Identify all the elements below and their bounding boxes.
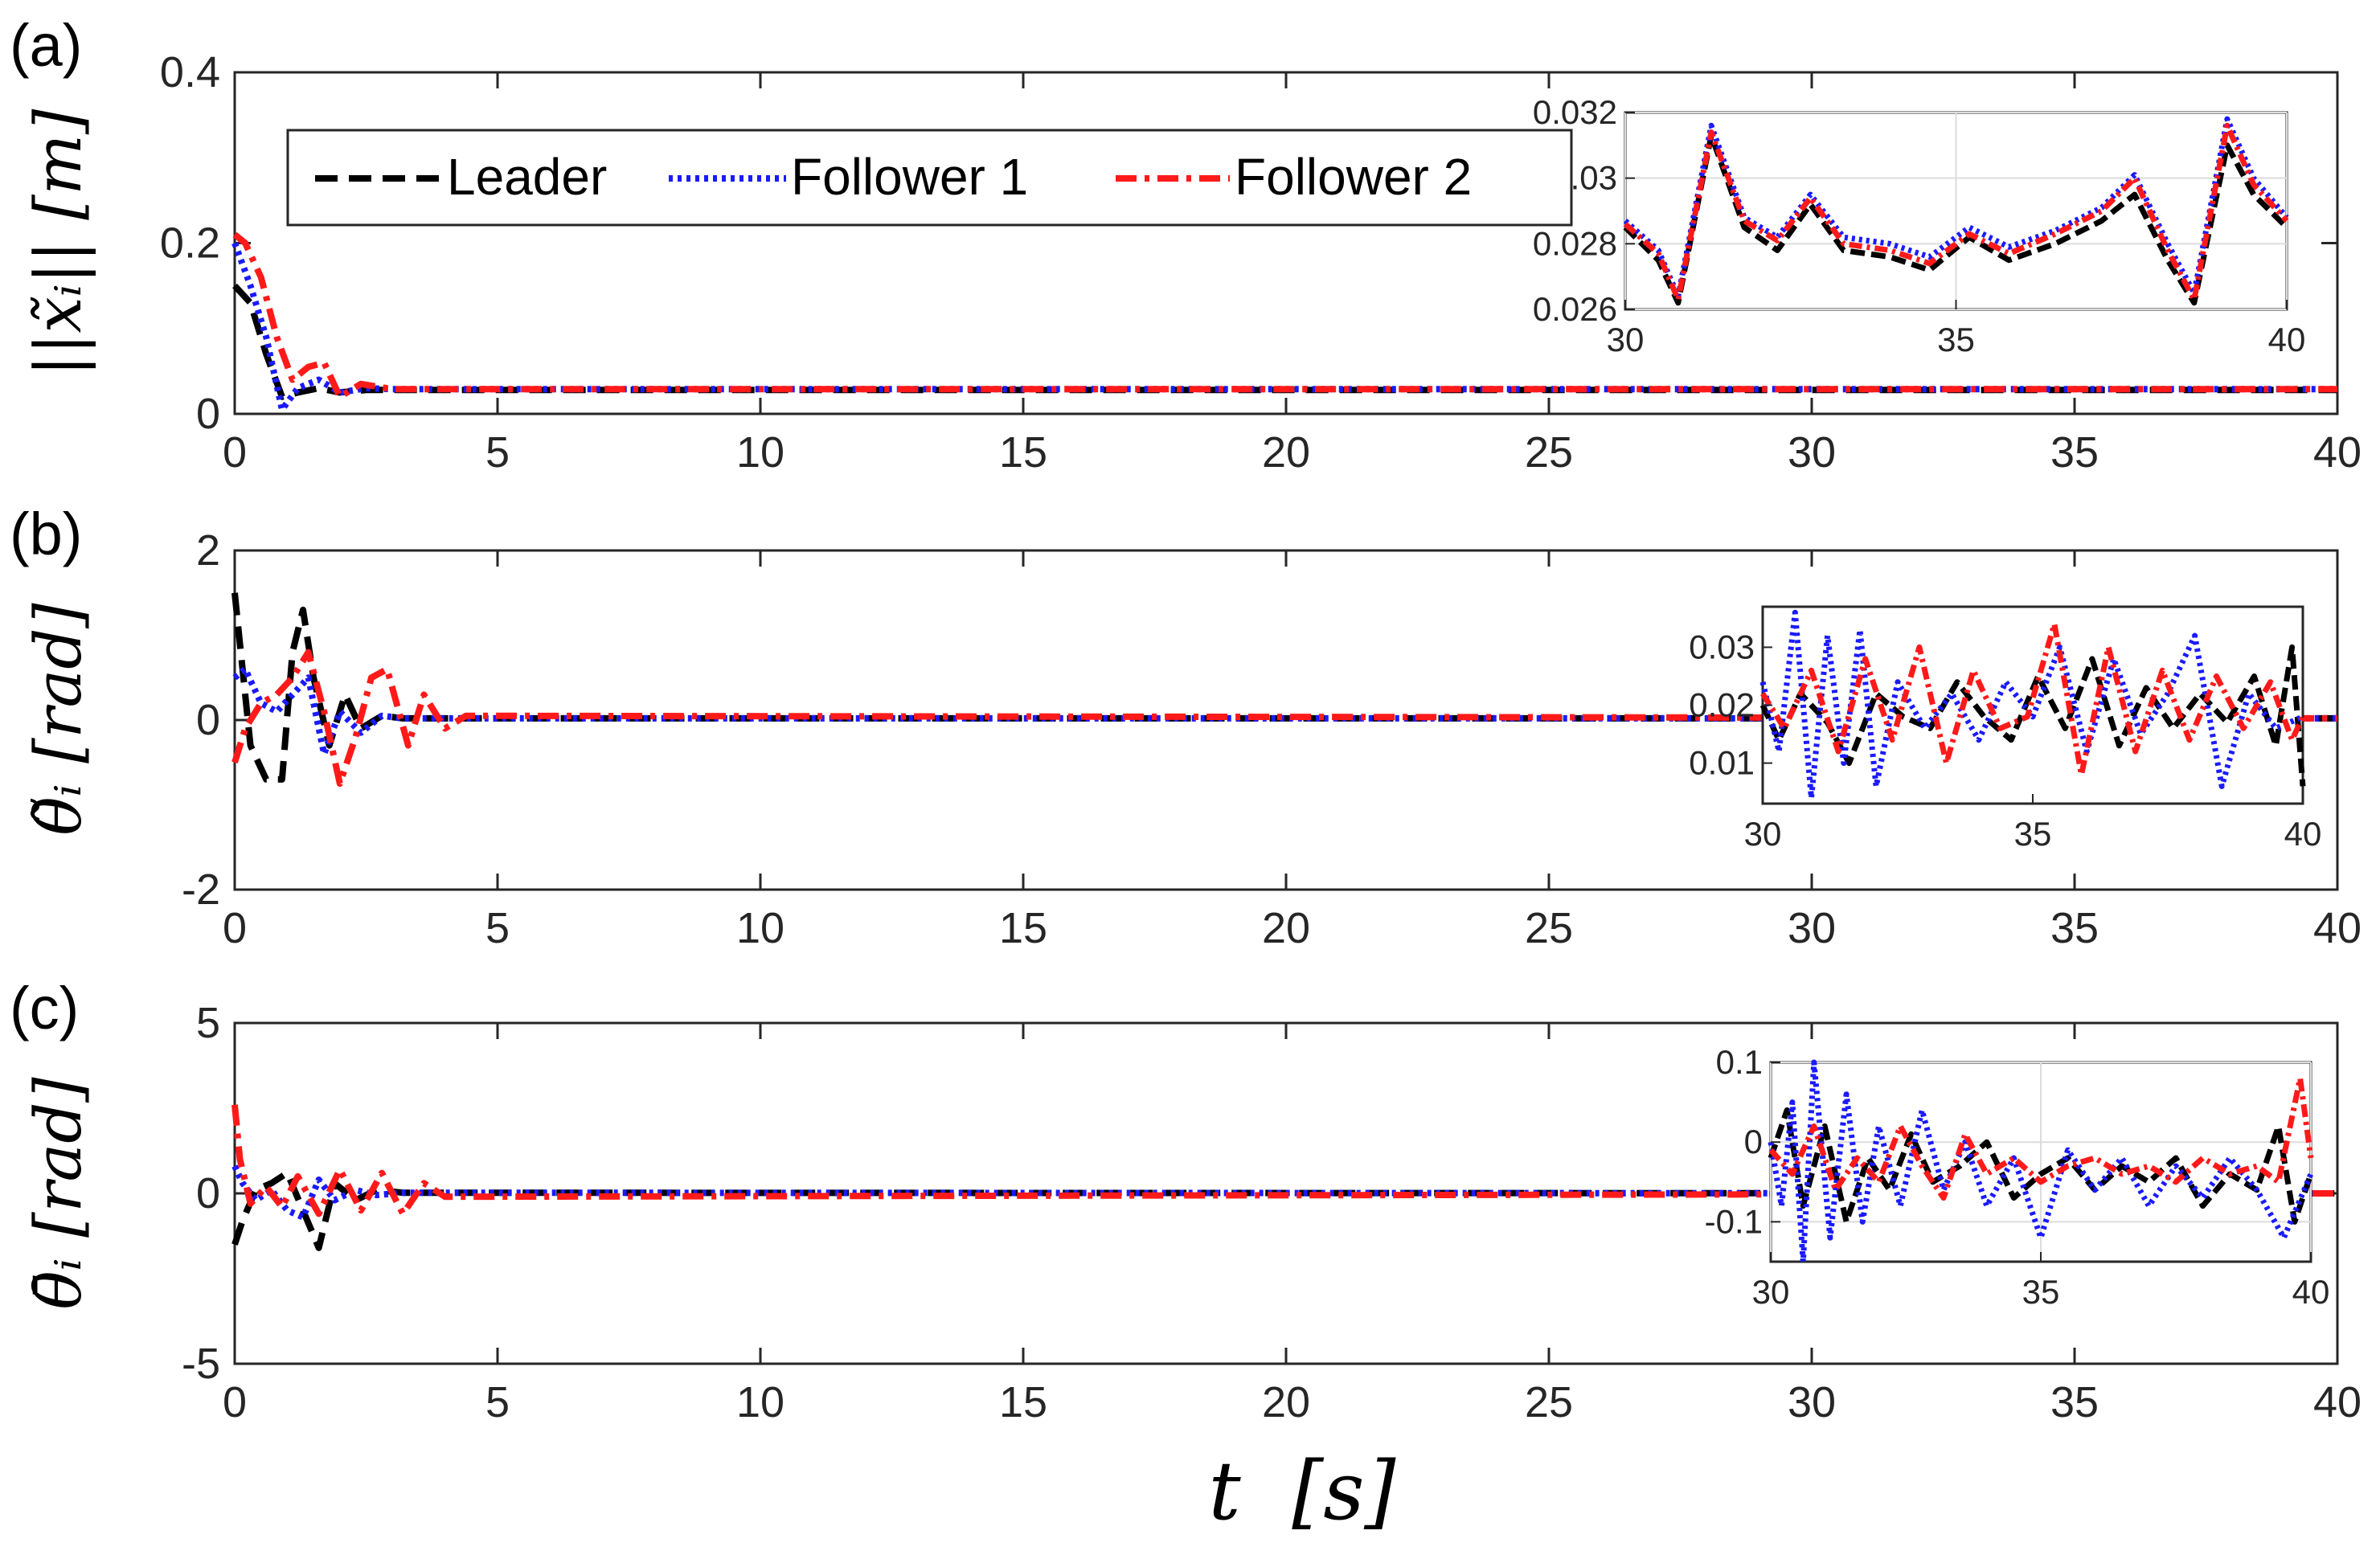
x-tick-label: 10 [736, 428, 784, 477]
x-tick-label: 25 [1525, 1378, 1573, 1426]
x-tick-label: 30 [1788, 904, 1836, 952]
inset-x-tick-label: 30 [1744, 815, 1782, 853]
series-line-follower2 [231, 1104, 2338, 1217]
inset-y-tick-label: 0.02 [1689, 686, 1755, 724]
inset-x-tick-label: 35 [2014, 815, 2052, 853]
x-tick-label: 10 [736, 1378, 784, 1426]
series-line-leader [231, 1169, 2338, 1251]
series-line-follower1 [232, 665, 2337, 758]
panel-label: (b) [10, 501, 82, 567]
series-line-follower2 [232, 231, 2337, 400]
x-tick-label: 5 [485, 904, 510, 952]
inset-chart: 30 35 40 0.01 0.02 0.03 [1689, 605, 2322, 853]
y-tick-label: 0.4 [160, 48, 220, 96]
inset-series-line-leader [1768, 1107, 2314, 1225]
x-tick-label: 10 [736, 904, 784, 952]
x-tick-label: 20 [1262, 1378, 1310, 1426]
x-tick-label: 0 [223, 428, 247, 477]
panel-a: 0 5 10 15 20 25 30 35 40 0 0.2 0.4 (a) ||x̃ᵢ|| [m] 30 3… [10, 12, 2362, 477]
panel-b: 0 5 10 15 20 25 30 35 40-202(b)θ̃ᵢ [rad] 30 35 400.… [10, 501, 2362, 952]
x-tick-label: 30 [1788, 1378, 1836, 1426]
series-line-follower1 [231, 1164, 2338, 1221]
inset-x-tick-label: 35 [2022, 1273, 2060, 1311]
panel-c: 0 5 10 15 20 25 30 35 40-505(c)θ̄ᵢ [rad] 30 35 40-0… [10, 975, 2362, 1426]
y-tick-label: 0 [196, 390, 220, 438]
x-tick-label: 20 [1262, 904, 1310, 952]
panel-label: (a) [10, 12, 82, 79]
x-tick-label: 5 [485, 428, 510, 477]
x-tick-label: 30 [1788, 428, 1836, 477]
x-tick-label: 40 [2313, 428, 2362, 477]
inset-chart: 30 35 40 -0.1 0 0.1 [1705, 1043, 2330, 1311]
inset-series-line-follower2 [1623, 122, 2289, 303]
inset-x-tick-label: 35 [1937, 321, 1975, 358]
legend-label-follower2: Follower 2 [1235, 148, 1472, 206]
inset-series-line-follower2 [1760, 621, 2306, 778]
inset-x-tick-label: 30 [1752, 1273, 1790, 1311]
x-tick-label: 25 [1525, 428, 1573, 477]
series-line-follower2 [231, 649, 2338, 788]
legend-box [286, 129, 1573, 227]
x-tick-label: 20 [1262, 428, 1310, 477]
x-tick-label: 35 [2050, 904, 2099, 952]
x-tick-label: 0 [223, 904, 247, 952]
inset-y-tick-label: 0 [1744, 1123, 1763, 1160]
series-line-follower1 [231, 242, 2337, 413]
inset-y-tick-label: 0.026 [1533, 290, 1617, 328]
inset-x-tick-label: 40 [2284, 815, 2322, 853]
x-tick-label: 35 [2050, 1378, 2099, 1426]
inset-y-tick-label: -0.1 [1705, 1202, 1763, 1240]
inset-x-tick-label: 40 [2292, 1273, 2330, 1311]
series-line-leader [232, 283, 2337, 400]
x-tick-label: 40 [2313, 1378, 2362, 1426]
legend: Leader Follower 1 Follower 2 [286, 129, 1573, 227]
y-tick-label: 0.2 [160, 219, 220, 268]
inset-y-tick-label: 0.01 [1689, 744, 1755, 782]
legend-label-leader: Leader [447, 148, 607, 206]
y-tick-label: 5 [196, 999, 220, 1047]
y-tick-label: -5 [182, 1340, 220, 1388]
y-axis-label: θ̃ᵢ [rad] [21, 603, 96, 836]
y-tick-label: -2 [182, 865, 220, 914]
inset-y-tick-label: 0.032 [1533, 93, 1617, 131]
x-tick-label: 25 [1525, 904, 1573, 952]
y-tick-label: 0 [196, 696, 220, 744]
x-tick-label: 15 [999, 1378, 1047, 1426]
x-tick-label: 5 [485, 1378, 510, 1426]
x-tick-label: 15 [999, 428, 1047, 477]
inset-y-tick-label: 0.03 [1689, 628, 1755, 665]
y-axis-label: θ̄ᵢ [rad] [21, 1077, 96, 1310]
y-axis-label: ||x̃ᵢ|| [m] [21, 108, 96, 377]
inset-y-tick-label: 0.1 [1716, 1043, 1763, 1081]
inset-series-line-follower2 [1768, 1075, 2314, 1201]
inset-y-tick-label: 0.028 [1533, 224, 1617, 262]
inset-series-line-follower1 [1768, 1059, 2314, 1265]
panel-label: (c) [10, 975, 79, 1041]
x-tick-label: 35 [2050, 428, 2099, 477]
x-tick-label: 40 [2313, 904, 2362, 952]
x-axis-label: t [s] [1208, 1444, 1396, 1538]
series-line-leader [231, 592, 2337, 783]
inset-x-tick-label: 40 [2268, 321, 2306, 358]
inset-x-tick-label: 30 [1607, 321, 1645, 358]
y-tick-label: 2 [196, 526, 220, 575]
x-tick-label: 15 [999, 904, 1047, 952]
y-tick-label: 0 [196, 1169, 220, 1217]
legend-label-follower1: Follower 1 [791, 148, 1028, 206]
x-tick-label: 0 [223, 1378, 247, 1426]
